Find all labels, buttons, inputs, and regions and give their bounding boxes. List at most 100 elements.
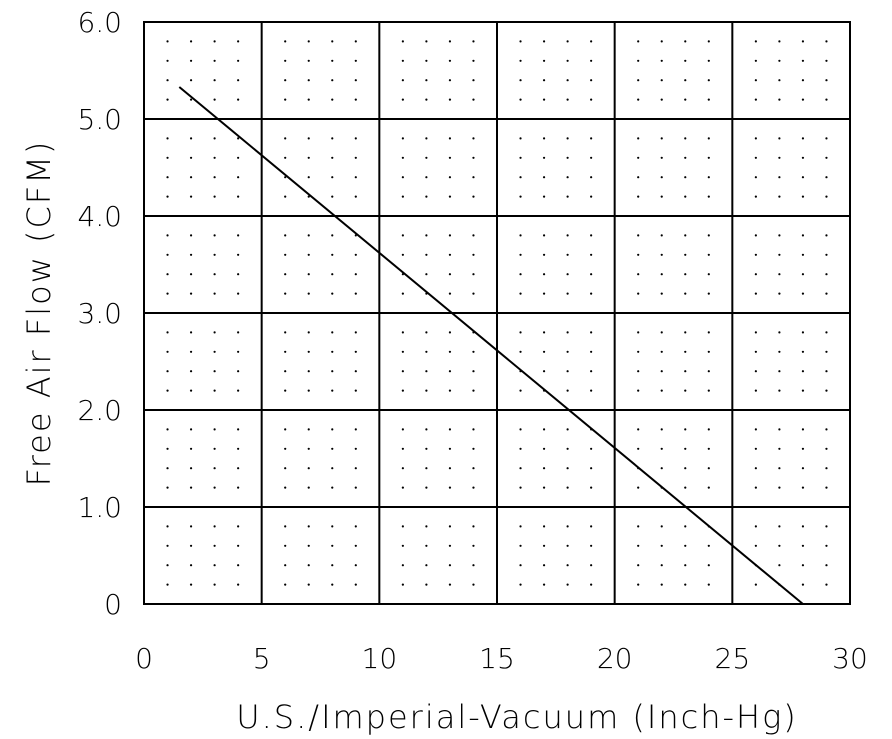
y-tick-label: 4.0 — [77, 200, 122, 233]
grid-dot — [637, 253, 640, 256]
grid-dot — [801, 370, 805, 373]
grid-dot — [189, 195, 193, 198]
grid-dot — [237, 350, 240, 353]
grid-dot — [754, 195, 757, 198]
grid-dot — [637, 428, 640, 431]
grid-dot — [637, 234, 640, 237]
grid-dot — [801, 350, 805, 353]
grid-dot — [754, 234, 757, 237]
grid-dot — [354, 350, 357, 353]
grid-dot — [354, 253, 357, 256]
x-tick-label: 25 — [715, 642, 751, 675]
grid-dot — [284, 583, 287, 586]
grid-dot — [778, 447, 781, 450]
grid-dot — [472, 273, 475, 276]
grid-dot — [189, 350, 193, 353]
grid-dot — [754, 98, 757, 101]
grid-dot — [401, 176, 404, 179]
grid-dot — [684, 564, 687, 567]
grid-dot — [307, 273, 310, 276]
grid-dot — [590, 292, 593, 295]
x-tick-label: 0 — [135, 642, 153, 675]
grid-dot — [307, 467, 310, 470]
y-tick-label: 0 — [104, 588, 122, 621]
grid-dot — [801, 40, 805, 43]
grid-dot — [590, 331, 593, 334]
grid-dot — [331, 253, 334, 256]
grid-dot — [425, 137, 428, 140]
grid-dot — [542, 79, 546, 82]
grid-dot — [590, 79, 593, 82]
grid-dot — [519, 564, 522, 567]
grid-dot — [825, 544, 828, 547]
grid-dot — [213, 447, 216, 450]
grid-dot — [519, 176, 522, 179]
grid-dot — [637, 156, 640, 159]
grid-dot — [448, 447, 452, 450]
grid-dot — [307, 195, 310, 198]
y-axis-title: Free Air Flow (CFM) — [20, 140, 58, 487]
grid-dot — [166, 98, 169, 101]
grid-dot — [707, 350, 710, 353]
grid-dot — [189, 98, 193, 101]
grid-dot — [801, 583, 805, 586]
grid-dot — [425, 525, 428, 528]
grid-dot — [590, 156, 593, 159]
grid-dot — [542, 525, 546, 528]
grid-dot — [637, 292, 640, 295]
grid-dot — [825, 253, 828, 256]
grid-dot — [354, 98, 357, 101]
grid-dot — [825, 40, 828, 43]
grid-dot — [684, 253, 687, 256]
grid-dot — [684, 370, 687, 373]
grid-dot — [825, 59, 828, 62]
grid-dot — [707, 292, 710, 295]
grid-dot — [307, 59, 310, 62]
grid-dot — [354, 370, 357, 373]
grid-dot — [754, 253, 757, 256]
grid-dot — [542, 486, 546, 489]
x-axis-title: U.S./Imperial-Vacuum (Inch-Hg) — [236, 698, 798, 736]
grid-dot — [425, 195, 428, 198]
grid-dot — [684, 40, 687, 43]
grid-dot — [801, 137, 805, 140]
grid-dot — [213, 40, 216, 43]
grid-dot — [213, 253, 216, 256]
grid-dot — [354, 564, 357, 567]
grid-dot — [284, 428, 287, 431]
grid-dot — [331, 137, 334, 140]
grid-dot — [331, 486, 334, 489]
grid-dot — [166, 234, 169, 237]
grid-dot — [284, 40, 287, 43]
grid-dot — [566, 156, 569, 159]
grid-dot — [448, 40, 452, 43]
grid-dot — [637, 273, 640, 276]
grid-dot — [401, 583, 404, 586]
grid-dot — [448, 195, 452, 198]
grid-dot — [778, 564, 781, 567]
grid-dot — [707, 156, 710, 159]
grid-dot — [637, 564, 640, 567]
grid-dot — [519, 583, 522, 586]
grid-dot — [637, 176, 640, 179]
grid-dot — [237, 370, 240, 373]
grid-dot — [707, 583, 710, 586]
grid-dot — [754, 273, 757, 276]
grid-dot — [801, 564, 805, 567]
grid-dot — [166, 195, 169, 198]
y-axis-ticks: 0 1.0 2.0 3.0 4.0 5.0 6.0 — [77, 6, 122, 621]
grid-dot — [237, 79, 240, 82]
grid-dot — [684, 389, 687, 392]
grid-dot — [213, 156, 216, 159]
grid-dot — [684, 428, 687, 431]
grid-dot — [778, 292, 781, 295]
grid-dot — [825, 350, 828, 353]
grid-dot — [425, 583, 428, 586]
grid-dot — [213, 544, 216, 547]
grid-dot — [213, 486, 216, 489]
x-tick-label: 20 — [597, 642, 633, 675]
grid-dot — [284, 195, 287, 198]
grid-dot — [189, 273, 193, 276]
grid-dot — [213, 137, 216, 140]
grid-dot — [778, 428, 781, 431]
